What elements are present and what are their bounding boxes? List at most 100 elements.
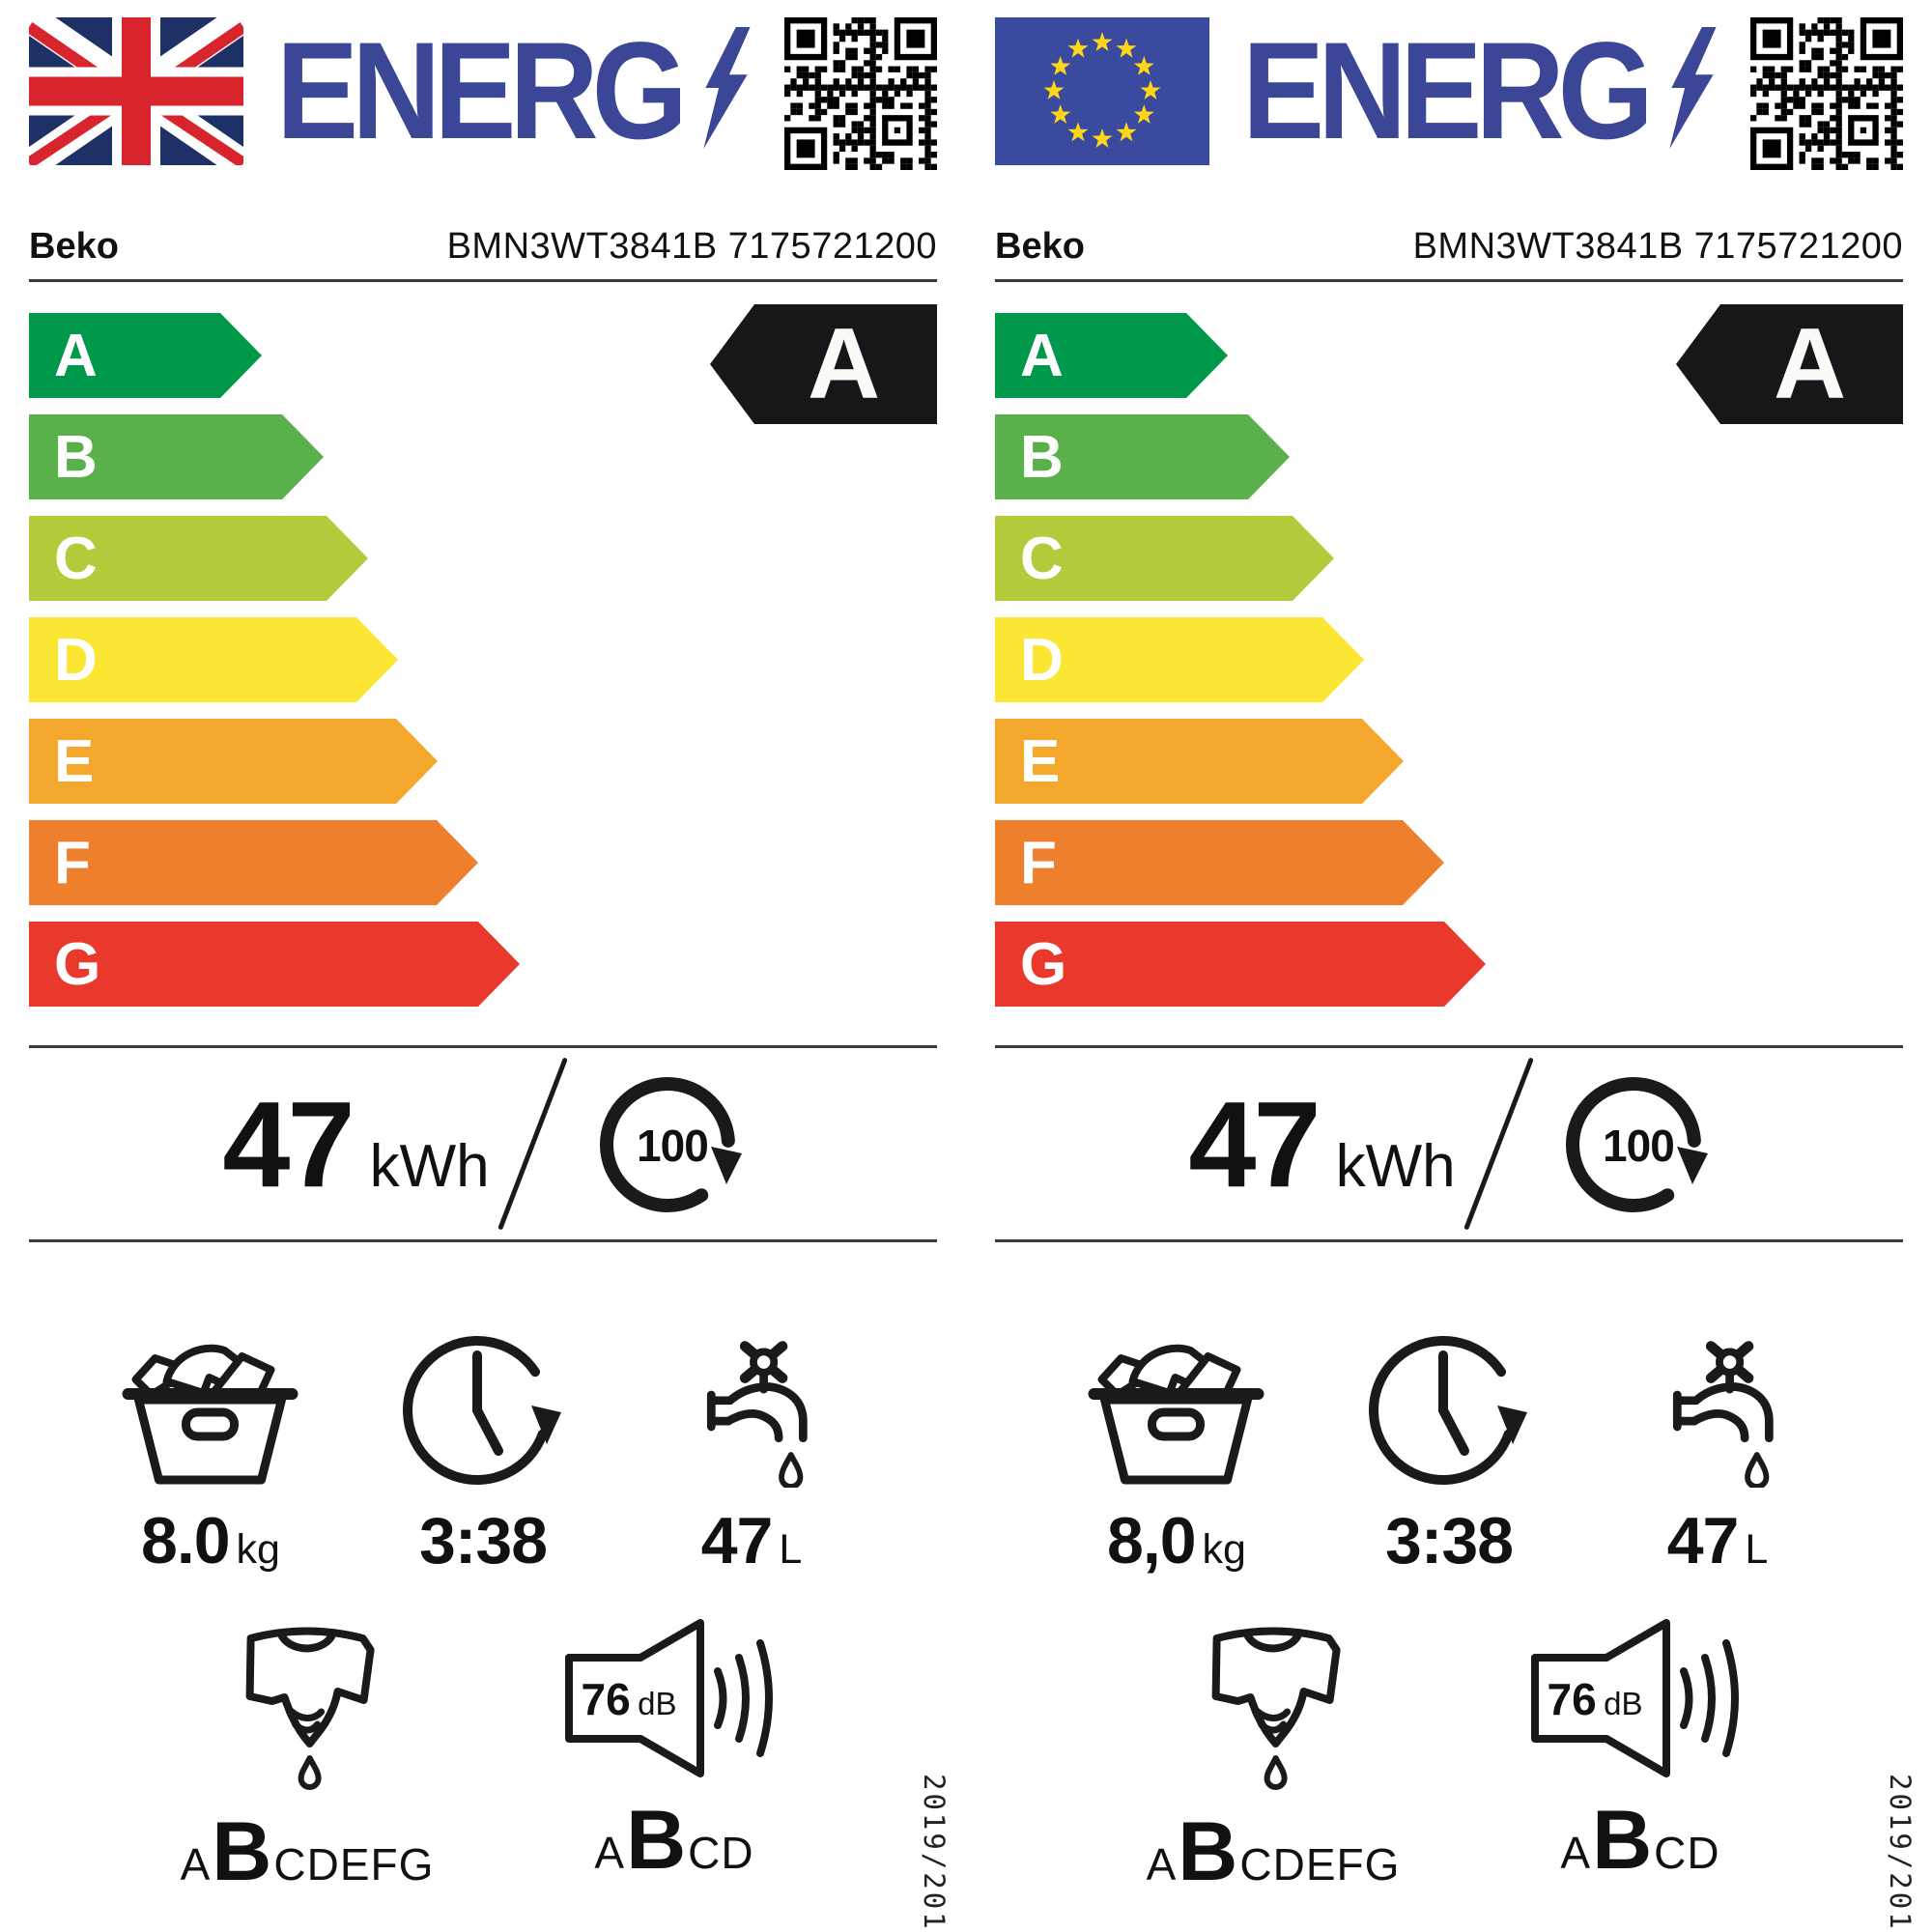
- brand-name: Beko: [995, 226, 1085, 267]
- rating-bar-letter: B: [54, 423, 98, 491]
- rating-bar-letter: F: [1020, 829, 1057, 896]
- regulation-reference: 2019/2014: [1884, 1774, 1917, 1932]
- cycles-count: 100: [637, 1120, 709, 1171]
- rating-bar-letter: E: [54, 727, 95, 795]
- per-divider: [1463, 1057, 1534, 1231]
- water-cell: 47 L: [689, 1333, 814, 1578]
- cycles-icon: 100: [1548, 1058, 1719, 1230]
- rating-indicator-letter: A: [1773, 307, 1847, 420]
- noise-level: 76 dB: [563, 1673, 695, 1725]
- rating-bar-g: G: [995, 922, 1486, 1007]
- rating-bar-c: C: [29, 516, 368, 601]
- water-unit: L: [1745, 1526, 1769, 1573]
- duration-value-line: 3:38: [418, 1503, 548, 1578]
- noise-db-unit: dB: [638, 1686, 677, 1721]
- model-number: BMN3WT3841B 7175721200: [1412, 226, 1903, 267]
- water-tap-icon: [1655, 1333, 1780, 1488]
- rating-bar-letter: E: [1020, 727, 1061, 795]
- duration-cell: 3:38: [1366, 1333, 1532, 1578]
- noise-class-selected: B: [626, 1794, 688, 1887]
- energ-logo: ENERG: [276, 22, 751, 160]
- rating-bar-letter: F: [54, 829, 91, 896]
- rating-bar-d: D: [995, 617, 1364, 702]
- brand-name: Beko: [29, 226, 119, 267]
- divider: [995, 1045, 1903, 1048]
- energ-logo: ENERG: [1242, 22, 1717, 160]
- noise-class-selected: B: [1592, 1794, 1654, 1887]
- noise-class-prefix: A: [594, 1828, 626, 1878]
- spin-class-suffix: CDEFG: [273, 1839, 435, 1889]
- rating-bar-b: B: [29, 414, 324, 499]
- uk-flag: [29, 17, 243, 165]
- capacity-cell: 8,0 kg: [1083, 1333, 1271, 1578]
- energy-value: 47: [1188, 1075, 1321, 1212]
- rating-bar-letter: G: [54, 930, 101, 998]
- metrics-row: 8,0 kg 3:38 47 L: [995, 1333, 1903, 1594]
- rating-bar-letter: A: [54, 322, 98, 389]
- noise-class-suffix: CD: [1654, 1828, 1720, 1878]
- duration-value: 3:38: [1384, 1504, 1514, 1577]
- laundry-basket-icon: [117, 1333, 305, 1488]
- rating-bar-d: D: [29, 617, 398, 702]
- energy-unit: kWh: [369, 1132, 490, 1200]
- spin-class-prefix: A: [180, 1839, 212, 1889]
- noise-cell: 76 dB A B CD: [563, 1615, 785, 1889]
- energy-consumption-row: 47 kWh 100: [995, 1048, 1903, 1239]
- energy-consumption-row: 47 kWh 100: [29, 1048, 937, 1239]
- rating-bar-letter: C: [54, 525, 98, 592]
- class-row: A B CDEFG 76 dB A B CD: [995, 1615, 1903, 1915]
- spin-dry-icon: [230, 1615, 384, 1791]
- class-row: A B CDEFG 76 dB A B CD: [29, 1615, 937, 1915]
- rating-bar-letter: D: [54, 626, 98, 694]
- energ-wordmark: ENERG: [1242, 14, 1654, 169]
- clock-icon: [400, 1333, 566, 1488]
- model-number: BMN3WT3841B 7175721200: [446, 226, 937, 267]
- duration-value-line: 3:38: [1384, 1503, 1514, 1578]
- spin-class-selected: B: [1178, 1805, 1239, 1898]
- energy-consumption: 47 kWh: [1188, 1074, 1455, 1214]
- rating-bar-g: G: [29, 922, 520, 1007]
- rating-bar-b: B: [995, 414, 1290, 499]
- rating-bar-letter: D: [1020, 626, 1064, 694]
- noise-class-scale: A B CD: [594, 1793, 753, 1889]
- rating-bar-letter: B: [1020, 423, 1064, 491]
- water-tap-icon: [689, 1333, 814, 1488]
- water-cell: 47 L: [1655, 1333, 1780, 1578]
- rating-indicator-letter: A: [807, 307, 881, 420]
- spin-class-scale: A B CDEFG: [181, 1804, 435, 1900]
- label-header: ENERG: [995, 17, 1903, 172]
- noise-class-suffix: CD: [688, 1828, 754, 1878]
- duration-cell: 3:38: [400, 1333, 566, 1578]
- qr-code: [1750, 17, 1903, 170]
- water-value-line: 47 L: [1667, 1503, 1769, 1578]
- duration-value: 3:38: [418, 1504, 548, 1577]
- capacity-unit: kg: [236, 1526, 280, 1573]
- spin-class-scale: A B CDEFG: [1147, 1804, 1401, 1900]
- rating-bar-c: C: [995, 516, 1334, 601]
- water-unit: L: [779, 1526, 803, 1573]
- laundry-basket-icon: [1083, 1333, 1271, 1488]
- water-value-line: 47 L: [701, 1503, 803, 1578]
- rating-bar-letter: A: [1020, 322, 1064, 389]
- metrics-row: 8.0 kg 3:38 47 L: [29, 1333, 937, 1594]
- lightning-bolt-icon: [1668, 27, 1717, 150]
- noise-class-scale: A B CD: [1560, 1793, 1719, 1889]
- capacity-value-line: 8.0 kg: [141, 1503, 280, 1578]
- energy-unit: kWh: [1335, 1132, 1456, 1200]
- divider: [29, 1045, 937, 1048]
- noise-db-value: 76: [581, 1674, 631, 1724]
- energ-wordmark: ENERG: [276, 14, 688, 169]
- noise-db-value: 76: [1547, 1674, 1597, 1724]
- spin-class-prefix: A: [1146, 1839, 1178, 1889]
- capacity-unit: kg: [1202, 1526, 1246, 1573]
- capacity-value-line: 8,0 kg: [1107, 1503, 1246, 1578]
- clock-icon: [1366, 1333, 1532, 1488]
- cycles-icon: 100: [582, 1058, 753, 1230]
- speaker-icon-wrap: 76 dB: [1529, 1615, 1751, 1779]
- spin-cell: A B CDEFG: [181, 1615, 435, 1900]
- regulation-reference: 2019/2014: [918, 1774, 951, 1932]
